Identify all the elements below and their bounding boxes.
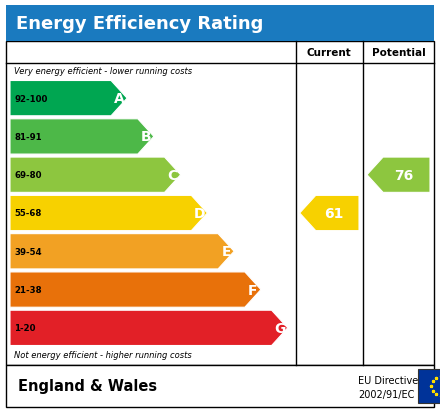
Text: Energy Efficiency Rating: Energy Efficiency Rating	[16, 15, 264, 33]
Polygon shape	[10, 272, 261, 307]
Text: EU Directive: EU Directive	[358, 375, 418, 385]
Polygon shape	[10, 234, 234, 269]
Text: 61: 61	[324, 206, 344, 221]
Polygon shape	[367, 158, 430, 193]
Text: Potential: Potential	[372, 48, 425, 58]
Text: E: E	[221, 244, 231, 259]
Polygon shape	[300, 196, 359, 231]
Bar	[418, 369, 440, 403]
Polygon shape	[10, 158, 181, 193]
Text: A: A	[114, 92, 125, 106]
Text: 76: 76	[394, 169, 413, 182]
Text: Current: Current	[307, 48, 352, 58]
Bar	[6, 6, 434, 42]
Text: B: B	[140, 130, 151, 144]
Text: Very energy efficient - lower running costs: Very energy efficient - lower running co…	[14, 67, 192, 76]
Polygon shape	[10, 196, 207, 231]
Text: C: C	[168, 169, 178, 182]
Text: D: D	[194, 206, 205, 221]
Text: England & Wales: England & Wales	[18, 379, 157, 394]
Text: 92-100: 92-100	[14, 95, 48, 103]
Bar	[6, 42, 434, 365]
Text: 81-91: 81-91	[14, 133, 42, 142]
Text: F: F	[248, 283, 258, 297]
Polygon shape	[10, 81, 127, 116]
Text: 39-54: 39-54	[14, 247, 42, 256]
Text: 55-68: 55-68	[14, 209, 41, 218]
Text: 69-80: 69-80	[14, 171, 41, 180]
Text: Not energy efficient - higher running costs: Not energy efficient - higher running co…	[14, 351, 192, 360]
Text: 2002/91/EC: 2002/91/EC	[358, 389, 414, 399]
Bar	[6, 365, 434, 407]
Text: 1-20: 1-20	[14, 323, 36, 332]
Polygon shape	[10, 311, 288, 346]
Polygon shape	[10, 119, 154, 155]
Text: 21-38: 21-38	[14, 285, 42, 294]
Text: G: G	[274, 321, 285, 335]
